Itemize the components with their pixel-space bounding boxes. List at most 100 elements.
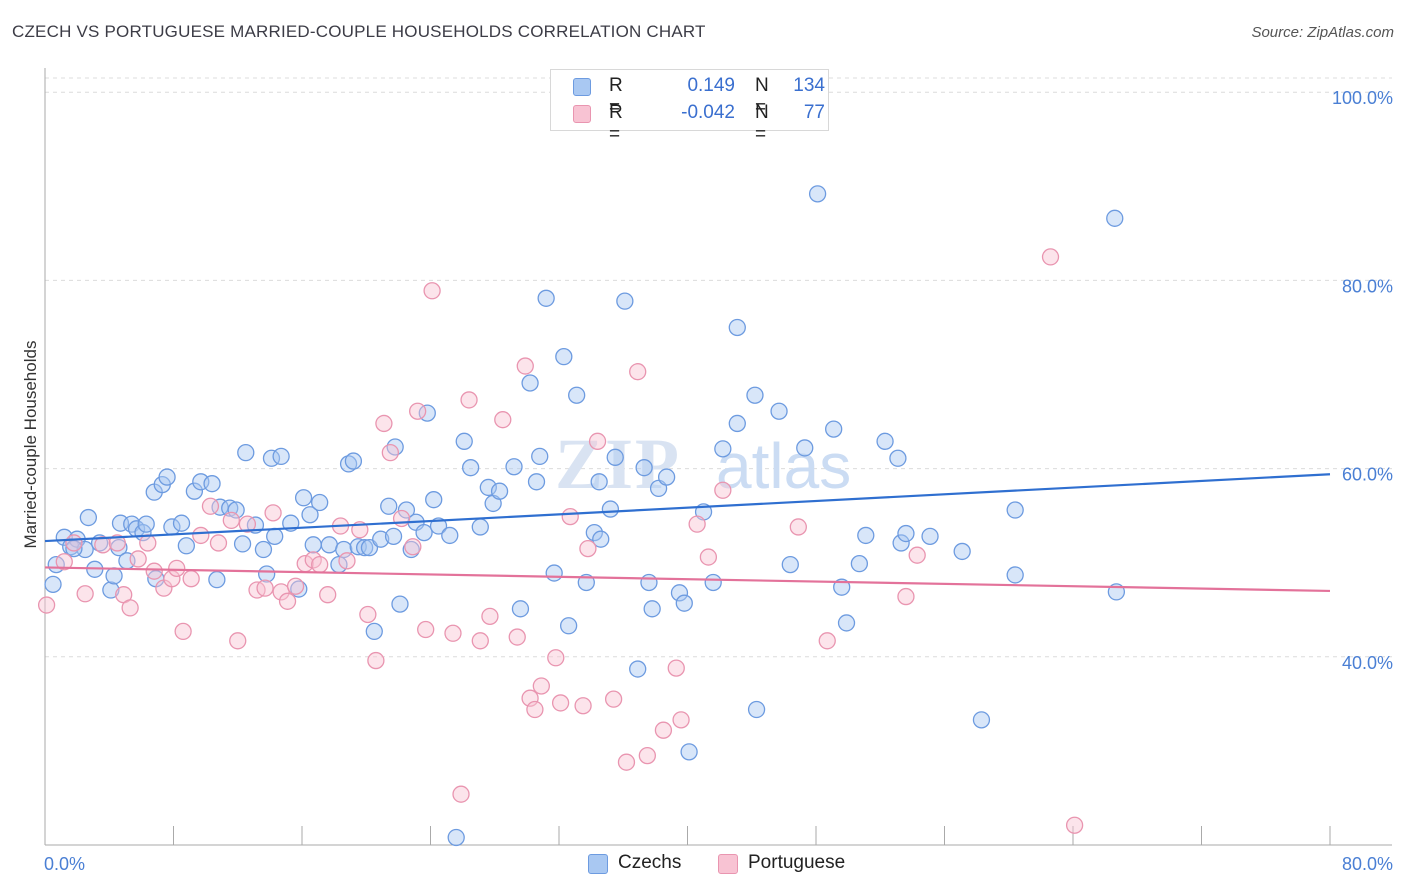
portuguese-point	[192, 526, 210, 545]
portuguese-point	[588, 432, 607, 450]
portuguese-point	[444, 624, 462, 642]
trend-layer	[44, 473, 1331, 593]
czech-point	[158, 468, 176, 486]
portuguese-point	[547, 649, 565, 667]
portuguese-point	[526, 700, 544, 719]
czech-point	[897, 524, 915, 543]
czechs-swatch	[573, 78, 591, 96]
czech-point	[208, 570, 226, 589]
czech-point	[521, 374, 539, 392]
n-label: N =	[755, 102, 769, 145]
czech-point	[746, 386, 764, 404]
portuguese-point	[174, 622, 192, 641]
y-tick-label: 80.0%	[1342, 276, 1393, 296]
czech-point	[953, 542, 971, 561]
czech-point	[290, 580, 308, 598]
czech-point	[643, 600, 661, 618]
portuguese-point	[229, 632, 247, 650]
portuguese-point	[699, 548, 718, 566]
czech-point	[258, 565, 276, 583]
r-value: -0.042	[681, 102, 735, 123]
portuguese-point	[579, 539, 597, 558]
portuguese-point	[423, 282, 441, 300]
czech-point	[344, 452, 363, 470]
grid-layer	[45, 77, 1392, 658]
czech-point	[227, 501, 245, 519]
portuguese-point	[375, 414, 393, 433]
czech-point	[44, 575, 62, 594]
czech-point	[606, 448, 624, 466]
watermark-atlas: atlas	[716, 430, 851, 502]
portuguese-point	[494, 411, 512, 429]
x-tick-label: 0.0%	[44, 854, 85, 874]
czech-point	[339, 455, 358, 473]
czech-point	[555, 347, 573, 366]
n-label: N =	[755, 75, 769, 118]
portuguese-point	[408, 402, 427, 420]
czech-point	[266, 527, 284, 546]
portuguese-point	[94, 536, 112, 554]
czech-point	[233, 535, 252, 553]
czech-point	[490, 482, 509, 500]
portuguese-point	[278, 592, 297, 610]
czech-point	[320, 536, 338, 554]
czech-point	[505, 458, 523, 476]
czech-point	[102, 581, 120, 599]
czech-point	[237, 443, 255, 462]
portuguese-point	[417, 620, 435, 639]
czech-point	[892, 534, 910, 552]
czech-point	[833, 578, 851, 596]
portuguese-point	[617, 753, 636, 771]
czech-point	[675, 594, 693, 612]
portuguese-point	[145, 562, 163, 580]
portuguese-point	[897, 587, 915, 606]
watermark: ZIP atlas	[555, 424, 851, 504]
czech-point	[365, 622, 383, 641]
czech-point	[635, 459, 653, 477]
portuguese-point	[359, 605, 377, 624]
czech-point	[294, 489, 313, 507]
czech-point	[203, 475, 221, 493]
czech-point	[447, 828, 465, 847]
portuguese-point	[521, 689, 539, 707]
portuguese-point	[908, 546, 926, 564]
portuguese-point	[460, 391, 478, 409]
axis-layer	[44, 68, 1392, 846]
czech-point	[304, 536, 322, 554]
czech-point	[616, 292, 634, 310]
czech-point	[397, 501, 416, 519]
czech-point	[889, 449, 907, 467]
portuguese-point	[319, 586, 337, 604]
czech-point	[311, 493, 329, 512]
portuguese-point	[532, 677, 550, 695]
portuguese-point	[222, 511, 240, 530]
czech-point	[680, 743, 698, 761]
legend-stats: R = 0.149 N = 134 R = -0.042 N = 77	[550, 69, 829, 145]
czech-point	[402, 540, 420, 559]
czech-point	[272, 447, 290, 466]
portuguese-point	[256, 579, 274, 597]
czech-point	[592, 530, 610, 548]
czech-point	[429, 517, 448, 535]
czech-point	[479, 478, 497, 497]
portuguese-point	[286, 577, 305, 595]
portuguese-point	[168, 559, 186, 578]
portuguese-point	[182, 570, 200, 588]
czech-point	[355, 539, 374, 557]
portuguese-point	[1041, 248, 1060, 266]
czech-point	[876, 432, 894, 450]
portuguese-point	[818, 632, 836, 650]
czech-point	[471, 518, 489, 536]
portuguese-point	[574, 697, 592, 715]
czech-point	[837, 614, 856, 632]
czech-point	[441, 526, 459, 545]
czech-point	[857, 526, 875, 545]
portuguese-point	[338, 552, 356, 570]
portuguese-point	[471, 632, 489, 650]
r-label: R =	[609, 75, 623, 118]
czechs-swatch	[588, 854, 608, 874]
portuguese-point	[201, 497, 220, 515]
portuguese-point	[1065, 816, 1084, 834]
legend-series: Czechs Portuguese	[0, 852, 1406, 878]
